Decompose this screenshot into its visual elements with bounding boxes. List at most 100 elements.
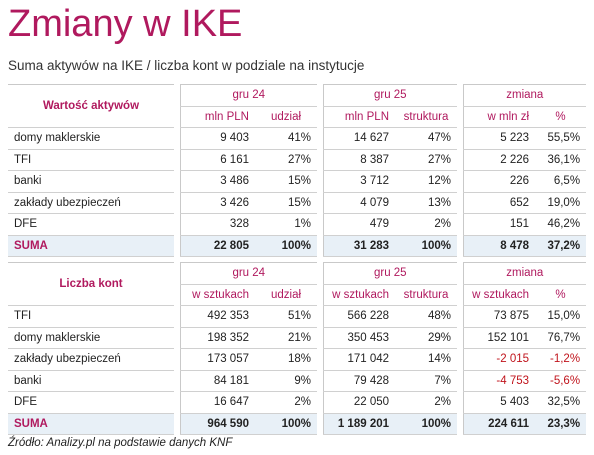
- group-header: gru 24: [179, 84, 318, 107]
- row-label: DFE: [8, 213, 174, 236]
- cell-value: 79 428: [322, 370, 396, 392]
- row-label: zakłady ubezpieczeń: [8, 348, 174, 371]
- column-header: struktura: [395, 106, 458, 128]
- column-gap: [317, 413, 324, 435]
- row-label: DFE: [8, 391, 174, 414]
- cell-value: 15%: [255, 192, 318, 214]
- table-row: banki 3 486 15% 3 712 12% 226 6,5%: [8, 170, 587, 193]
- cell-value: 14 627: [322, 127, 396, 150]
- cell-value: -5,6%: [535, 370, 587, 392]
- cell-value: 27%: [395, 149, 458, 171]
- cell-value: 226: [462, 170, 536, 193]
- column-header: struktura: [395, 284, 458, 306]
- cell-value: 6,5%: [535, 170, 587, 193]
- cell-value: 100%: [395, 235, 458, 257]
- cell-value: 8 387: [322, 149, 396, 171]
- header-sub-row: mln PLN udział mln PLN struktura w mln zł%: [8, 106, 587, 128]
- cell-value: 7%: [395, 370, 458, 392]
- cell-value: 152 101: [462, 327, 536, 349]
- row-label: banki: [8, 370, 174, 392]
- cell-value: 73 875: [462, 305, 536, 328]
- cell-value: 350 453: [322, 327, 396, 349]
- cell-value: 5 403: [462, 391, 536, 414]
- cell-value: 41%: [255, 127, 318, 150]
- cell-value: 566 228: [322, 305, 396, 328]
- cell-value: 2%: [395, 391, 458, 414]
- table-row: TFI 6 161 27% 8 387 27% 2 226 36,1%: [8, 149, 587, 171]
- column-gap: [174, 235, 180, 257]
- cell-value: 652: [462, 192, 536, 214]
- cell-value: 8 478: [462, 235, 536, 257]
- column-gap: [174, 413, 180, 435]
- cell-value: 46,2%: [535, 213, 587, 236]
- cell-value: 15%: [255, 170, 318, 193]
- row-header-label: Liczba kont: [8, 262, 174, 306]
- cell-value: -4 753: [462, 370, 536, 392]
- column-header: w sztukach: [179, 284, 255, 306]
- column-header: %: [535, 106, 587, 128]
- cell-value: 6 161: [179, 149, 255, 171]
- cell-value: 21%: [255, 327, 318, 349]
- table-row: zakłady ubezpieczeń 3 426 15% 4 079 13% 652 19…: [8, 192, 587, 214]
- assets-table: Wartość aktywów gru 24 gru 25 zmiana mln PLN…: [8, 84, 587, 257]
- cell-value: 76,7%: [535, 327, 587, 349]
- row-label: zakłady ubezpieczeń: [8, 192, 174, 214]
- cell-value: 3 712: [322, 170, 396, 193]
- table-row: DFE 328 1% 479 2% 151 46,2%: [8, 213, 587, 236]
- cell-value: 3 426: [179, 192, 255, 214]
- row-header-label: Wartość aktywów: [8, 84, 174, 128]
- column-gap: [317, 235, 324, 257]
- cell-value: 36,1%: [535, 149, 587, 171]
- group-header: gru 25: [322, 262, 458, 285]
- table-row: domy maklerskie 198 352 21% 350 453 29% 152 1…: [8, 327, 587, 349]
- cell-value: 2 226: [462, 149, 536, 171]
- cell-value: 55,5%: [535, 127, 587, 150]
- cell-value: 22 805: [179, 235, 255, 257]
- group-header: zmiana: [462, 262, 587, 285]
- cell-value: -1,2%: [535, 348, 587, 371]
- cell-value: 31 283: [322, 235, 396, 257]
- cell-value: 171 042: [322, 348, 396, 371]
- cell-value: 51%: [255, 305, 318, 328]
- row-label: SUMA: [8, 413, 174, 435]
- cell-value: 151: [462, 213, 536, 236]
- cell-value: 492 353: [179, 305, 255, 328]
- total-row: SUMA 22 805 100% 31 283 100% 8 478 37,2%: [8, 235, 587, 257]
- cell-value: 84 181: [179, 370, 255, 392]
- cell-value: 328: [179, 213, 255, 236]
- cell-value: 198 352: [179, 327, 255, 349]
- column-header: udział: [255, 106, 318, 128]
- header-sub-row: w sztukach udział w sztukach struktura w szt…: [8, 284, 587, 306]
- group-header: zmiana: [462, 84, 587, 107]
- page-title: Zmiany w IKE: [8, 3, 243, 45]
- cell-value: 2%: [395, 213, 458, 236]
- cell-value: 1 189 201: [322, 413, 396, 435]
- cell-value: 29%: [395, 327, 458, 349]
- row-label: domy maklerskie: [8, 127, 174, 150]
- accounts-table: Liczba kont gru 24 gru 25 zmiana w sztukach u…: [8, 262, 587, 435]
- cell-value: 48%: [395, 305, 458, 328]
- cell-value: 12%: [395, 170, 458, 193]
- page-subtitle: Suma aktywów na IKE / liczba kont w podz…: [8, 58, 365, 73]
- row-label: domy maklerskie: [8, 327, 174, 349]
- total-row: SUMA 964 590 100% 1 189 201 100% 224 611 23,3%: [8, 413, 587, 435]
- table-row: banki 84 181 9% 79 428 7% -4 753 -5,6%: [8, 370, 587, 392]
- cell-value: 479: [322, 213, 396, 236]
- cell-value: 18%: [255, 348, 318, 371]
- group-header: gru 24: [179, 262, 318, 285]
- cell-value: 16 647: [179, 391, 255, 414]
- cell-value: 27%: [255, 149, 318, 171]
- row-label: SUMA: [8, 235, 174, 257]
- cell-value: 4 079: [322, 192, 396, 214]
- table-row: domy maklerskie 9 403 41% 14 627 47% 5 223 55,…: [8, 127, 587, 150]
- column-header: w sztukach: [462, 284, 536, 306]
- header-group-row: Liczba kont gru 24 gru 25 zmiana: [8, 262, 587, 306]
- cell-value: 14%: [395, 348, 458, 371]
- cell-value: 100%: [395, 413, 458, 435]
- cell-value: 173 057: [179, 348, 255, 371]
- table-row: TFI 492 353 51% 566 228 48% 73 875 15,0%: [8, 305, 587, 328]
- cell-value: 23,3%: [535, 413, 587, 435]
- cell-value: 15,0%: [535, 305, 587, 328]
- cell-value: 37,2%: [535, 235, 587, 257]
- cell-value: 100%: [255, 235, 318, 257]
